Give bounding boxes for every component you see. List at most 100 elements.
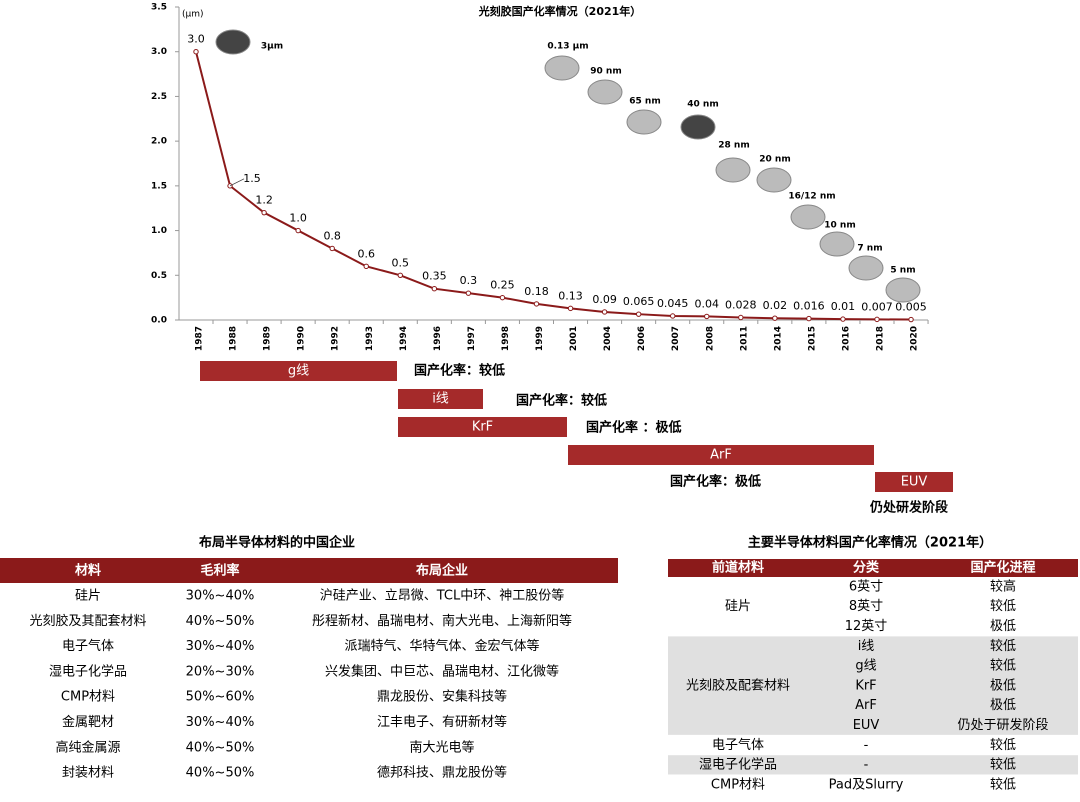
point	[567, 305, 574, 312]
line	[195, 51, 912, 321]
value-label: 0.04	[695, 297, 720, 310]
table-cell: 50%~60%	[186, 690, 255, 705]
phase-label: KrF	[472, 420, 493, 435]
table-cell: 较低	[990, 599, 1016, 614]
table-header	[0, 558, 618, 583]
table-cell: 沪硅产业、立昂微、TCL中环、神工股份等	[320, 588, 565, 604]
x-tick-label: 1990	[297, 326, 307, 351]
table-cell: 较低	[990, 777, 1016, 792]
point	[465, 290, 472, 296]
feature-image	[819, 231, 855, 257]
point	[874, 316, 880, 323]
phase-label: EUV	[901, 475, 928, 490]
table-cell: KrF	[855, 678, 876, 693]
x-tick-label: 2018	[876, 326, 886, 351]
y-tick-label: 2.0	[151, 137, 167, 147]
point	[704, 313, 710, 320]
x-tick-label: 1992	[331, 326, 341, 351]
table-cell: CMP材料	[61, 690, 115, 705]
table-cell: EUV	[853, 718, 880, 733]
value-label: 0.01	[831, 300, 856, 313]
feature-image	[626, 109, 662, 135]
x-tick-label: 1996	[433, 326, 443, 351]
table-cell: 极低	[990, 698, 1016, 713]
point	[772, 315, 778, 321]
table-cell: 高纯金属源	[55, 739, 120, 755]
point	[670, 313, 676, 319]
feature-image	[790, 204, 826, 230]
phase-label: g线	[288, 364, 309, 379]
value-label: 1.2	[255, 194, 273, 207]
x-tick-label: 2016	[841, 326, 851, 351]
table-cell: -	[864, 758, 869, 773]
y-tick-label: 0.5	[151, 271, 167, 281]
feature-image	[885, 277, 921, 303]
point	[499, 294, 506, 301]
table-title: 布局半导体材料的中国企业	[199, 535, 355, 551]
table-cell: 鼎龙股份、安集科技等	[377, 689, 507, 705]
chart-title: 光刻胶国产化率情况（2021年）	[478, 4, 642, 18]
x-tick-label: 2020	[910, 326, 920, 351]
value-label: 0.007	[861, 300, 893, 313]
point	[431, 286, 438, 292]
annotation: 10 nm	[824, 221, 855, 231]
value-label: 0.8	[323, 229, 341, 242]
table-cell: 极低	[990, 678, 1016, 693]
phase-bar	[398, 417, 567, 437]
table-cell: 金属靶材	[62, 714, 114, 730]
point	[908, 316, 914, 323]
table-cell: 30%~40%	[186, 715, 255, 730]
phase-label: ArF	[710, 448, 732, 463]
annotation: 20 nm	[759, 155, 790, 165]
header-cell: 毛利率	[200, 563, 239, 579]
header-cell: 材料	[75, 563, 101, 579]
point	[329, 245, 335, 252]
x-tick-label: 1988	[229, 326, 239, 351]
point	[840, 316, 846, 322]
table-cell: 封装材料	[62, 766, 114, 781]
x-tick-label: 2014	[773, 326, 783, 351]
phase-bar	[568, 445, 874, 465]
phase-bar	[200, 361, 397, 381]
x-tick-label: 1987	[195, 326, 205, 351]
table-cell: 30%~40%	[186, 639, 255, 654]
y-tick-label: 2.5	[151, 92, 167, 102]
table-cell: Pad及Slurry	[829, 777, 904, 792]
x-tick-label: 1997	[467, 326, 477, 351]
value-label: 0.09	[592, 293, 617, 306]
header-cell: 国产化进程	[970, 560, 1035, 576]
x-tick-label: 2001	[569, 326, 579, 351]
point	[635, 311, 642, 317]
table-header	[668, 559, 1078, 577]
table-cell: 江丰电子、有研新材等	[377, 714, 507, 730]
phase-status: 国产化率：极低	[670, 474, 761, 490]
header-cell: 前道材料	[712, 560, 764, 576]
phase-bar	[398, 389, 483, 409]
annotation: 7 nm	[857, 244, 882, 254]
table-cell: 兴发集团、中巨芯、晶瑞电材、江化微等	[325, 663, 559, 679]
table-cell: 硅片	[75, 589, 101, 604]
x-tick-label: 1998	[501, 326, 511, 351]
header-cell: 分类	[853, 560, 880, 576]
x-tick-label: 2004	[603, 326, 613, 351]
table-cell: i线	[858, 639, 875, 654]
annotation: 90 nm	[590, 67, 621, 77]
table-cell: 较低	[990, 639, 1016, 654]
table-cell: 仍处于研发阶段	[957, 717, 1048, 733]
table-cell: -	[864, 738, 869, 753]
value-label: 0.045	[657, 297, 689, 310]
y-tick-label: 3.0	[151, 47, 167, 57]
x-tick-label: 2015	[807, 326, 817, 351]
header-cell: 布局企业	[416, 563, 468, 579]
value-label: 0.18	[524, 285, 549, 298]
phase-status: 仍处研发阶段	[869, 500, 948, 516]
y-tick-label: 0.0	[151, 316, 167, 326]
x-tick-label: 2011	[739, 326, 749, 351]
table-cell: 湿电子化学品	[49, 663, 127, 679]
y-tick-label: 3.5	[151, 3, 167, 13]
value-label: 0.005	[895, 301, 927, 314]
x-tick-label: 2007	[671, 326, 681, 351]
table-cell: 派瑞特气、华特气体、金宏气体等	[344, 638, 539, 654]
leader	[229, 178, 245, 187]
